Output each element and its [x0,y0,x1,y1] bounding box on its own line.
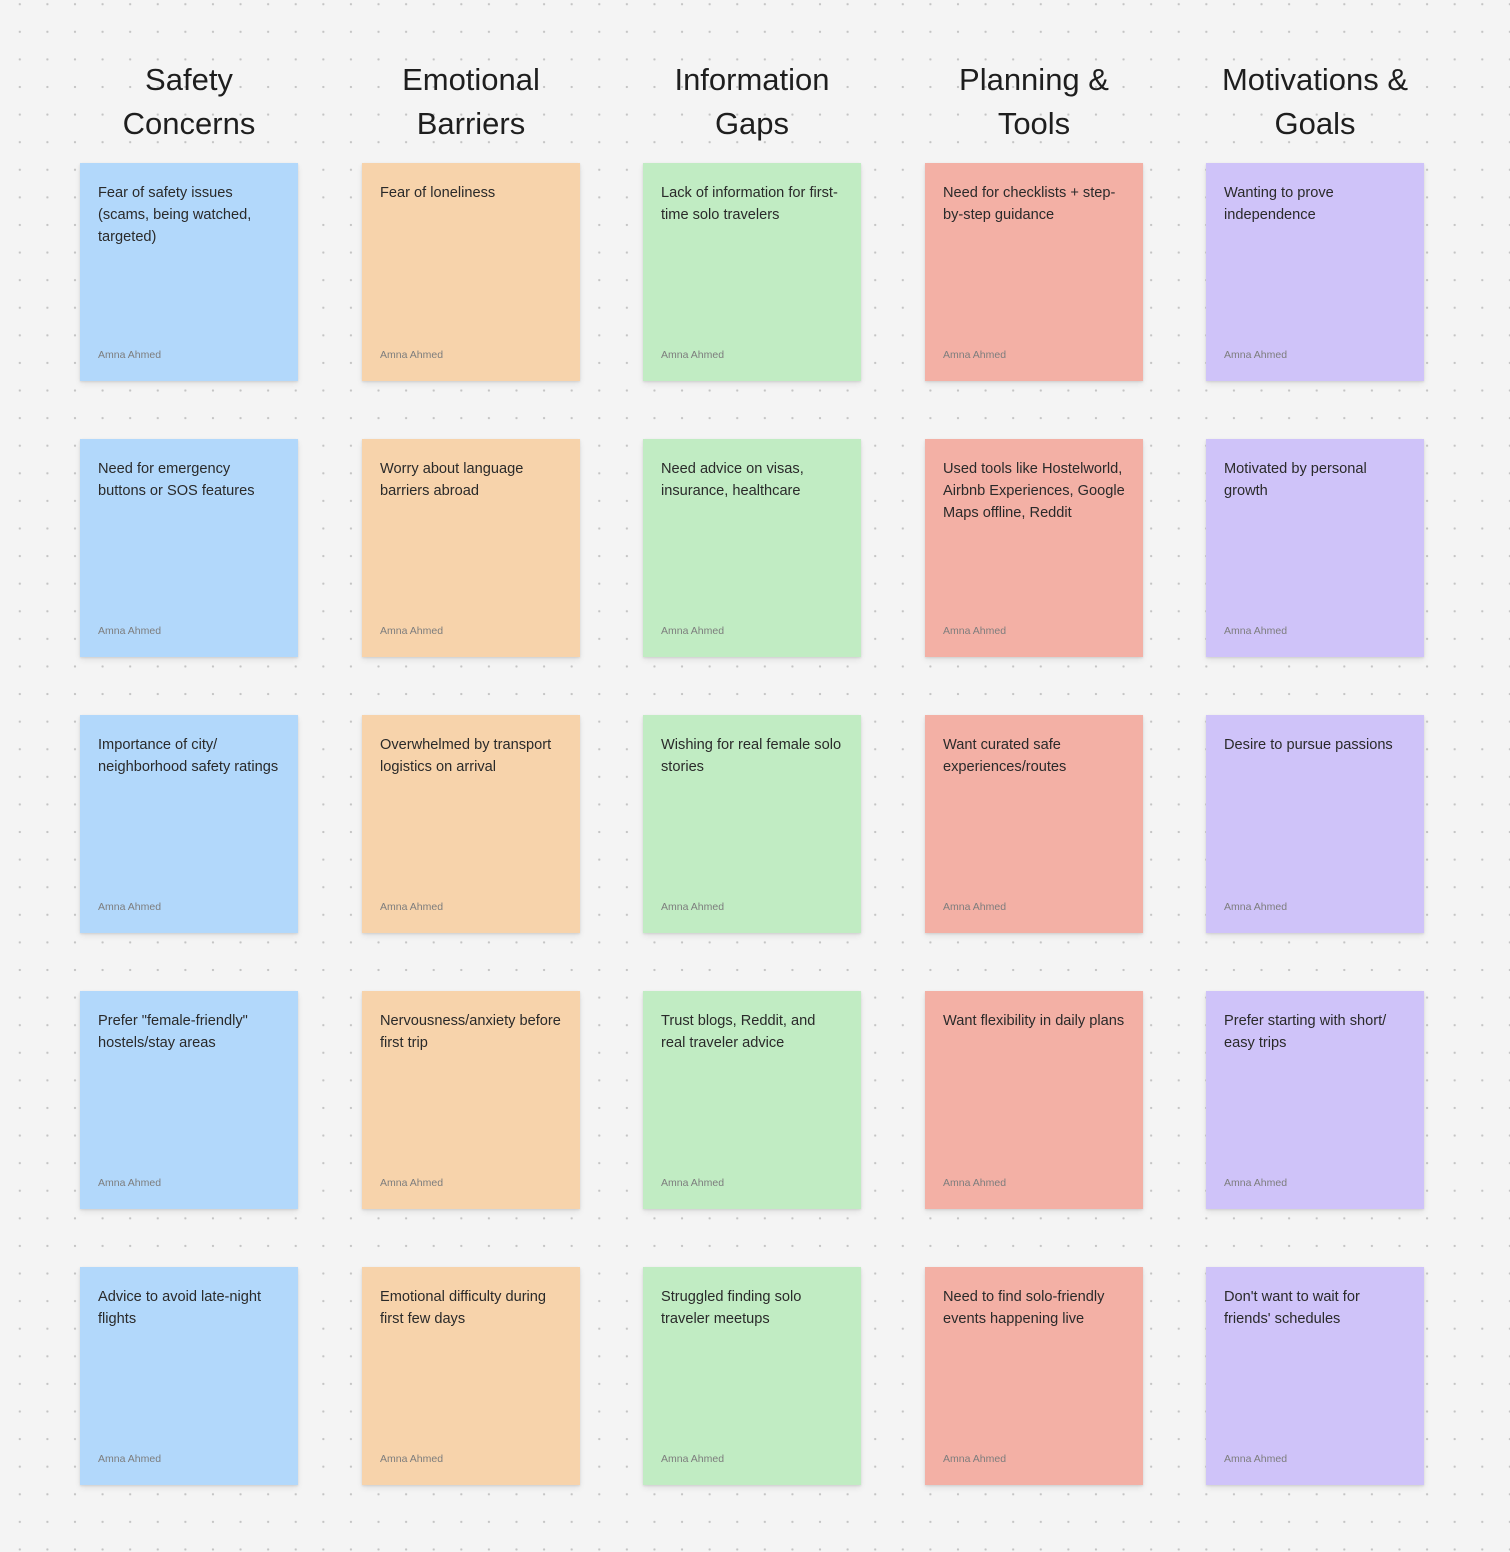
sticky-note-text: Wanting to prove independence [1224,185,1334,223]
sticky-note-author: Amna Ahmed [380,349,444,361]
sticky-note-author: Amna Ahmed [661,901,725,913]
sticky-note-author: Amna Ahmed [380,1453,444,1465]
sticky-note-text: Emotional difficulty during first few da… [380,1289,547,1327]
sticky-note[interactable]: Nervousness/anxiety before first trip Amn… [362,991,580,1209]
sticky-note-text: Need for emergency buttons or SOS featur… [98,461,255,499]
sticky-note-author: Amna Ahmed [98,1453,162,1465]
sticky-note-text: Overwhelmed by transport logistics on ar… [380,737,552,775]
sticky-note-text: Lack of information for first-time solo … [661,185,838,223]
sticky-note-text: Struggled finding solo traveler meetups [661,1289,802,1327]
sticky-note-author: Amna Ahmed [943,625,1007,637]
sticky-note-author: Amna Ahmed [661,1453,725,1465]
sticky-note[interactable]: Fear of safety issues (scams, being watc… [80,163,298,381]
sticky-note-text: Wishing for real female solo stories [661,737,842,775]
sticky-note-text: Trust blogs, Reddit, and real traveler a… [661,1013,816,1051]
sticky-note[interactable]: Want flexibility in daily plans Amna Ahme… [925,991,1143,1209]
sticky-note[interactable]: Worry about language barriers abroad Amna… [362,439,580,657]
sticky-note-author: Amna Ahmed [1224,349,1288,361]
sticky-note-text: Used tools like Hostelworld, Airbnb Expe… [943,461,1125,521]
sticky-note-author: Amna Ahmed [1224,625,1288,637]
column-title[interactable]: Emotional Barriers [402,62,540,141]
sticky-note-text: Motivated by personal growth [1224,461,1367,499]
sticky-note[interactable]: Want curated safe experiences/routes Amna… [925,715,1143,933]
sticky-note-text: Prefer starting with short/ easy trips [1224,1013,1387,1051]
column-title[interactable]: Motivations & Goals [1221,62,1409,141]
sticky-note[interactable]: Don't want to wait for friends' schedule… [1206,1267,1424,1485]
sticky-note-author: Amna Ahmed [943,1177,1007,1189]
sticky-note-author: Amna Ahmed [1224,1177,1288,1189]
sticky-note-author: Amna Ahmed [98,901,162,913]
sticky-note[interactable]: Wishing for real female solo stories Amna… [643,715,861,933]
sticky-note-text: Fear of safety issues (scams, being watc… [98,185,252,245]
sticky-note-text: Need for checklists + step-by-step guida… [943,185,1116,223]
sticky-note-text: Worry about language barriers abroad [380,461,524,499]
sticky-note-text: Want flexibility in daily plans [943,1013,1125,1029]
sticky-note-author: Amna Ahmed [661,625,725,637]
sticky-note[interactable]: Need for checklists + step-by-step guida… [925,163,1143,381]
sticky-note[interactable]: Prefer starting with short/ easy trips Am… [1206,991,1424,1209]
sticky-note-text: Importance of city/ neighborhood safety … [98,737,279,775]
sticky-note[interactable]: Need advice on visas, insurance, healthc… [643,439,861,657]
sticky-note-author: Amna Ahmed [1224,1453,1288,1465]
sticky-note-text: Nervousness/anxiety before first trip [380,1013,561,1051]
sticky-note-text: Want curated safe experiences/routes [943,737,1067,775]
sticky-note-text: Advice to avoid late-night flights [98,1289,262,1327]
sticky-note-author: Amna Ahmed [943,1453,1007,1465]
sticky-note[interactable]: Struggled finding solo traveler meetups A… [643,1267,861,1485]
sticky-note-author: Amna Ahmed [661,349,725,361]
sticky-note-author: Amna Ahmed [1224,901,1288,913]
sticky-note-text: Prefer "female-friendly" hostels/stay ar… [98,1013,248,1051]
sticky-note[interactable]: Overwhelmed by transport logistics on ar… [362,715,580,933]
sticky-note-author: Amna Ahmed [98,625,162,637]
column-title[interactable]: Planning & Tools [959,62,1109,141]
sticky-note-author: Amna Ahmed [98,1177,162,1189]
sticky-note[interactable]: Motivated by personal growth Amna Ahmed [1206,439,1424,657]
sticky-note-author: Amna Ahmed [661,1177,725,1189]
sticky-note-text: Desire to pursue passions [1224,737,1393,753]
sticky-note[interactable]: Need to find solo-friendly events happen… [925,1267,1143,1485]
sticky-note[interactable]: Desire to pursue passions Amna Ahmed [1206,715,1424,933]
sticky-note-author: Amna Ahmed [943,901,1007,913]
sticky-note[interactable]: Wanting to prove independence Amna Ahmed [1206,163,1424,381]
sticky-note-author: Amna Ahmed [943,349,1007,361]
sticky-note[interactable]: Used tools like Hostelworld, Airbnb Expe… [925,439,1143,657]
sticky-note-text: Don't want to wait for friends' schedule… [1224,1289,1360,1327]
column-title[interactable]: Information Gaps [674,62,830,141]
sticky-note[interactable]: Fear of loneliness Amna Ahmed [362,163,580,381]
sticky-note-author: Amna Ahmed [380,901,444,913]
column-title[interactable]: Safety Concerns [122,62,256,141]
sticky-note[interactable]: Importance of city/ neighborhood safety … [80,715,298,933]
sticky-note[interactable]: Trust blogs, Reddit, and real traveler a… [643,991,861,1209]
sticky-note[interactable]: Lack of information for first-time solo … [643,163,861,381]
sticky-note-author: Amna Ahmed [380,625,444,637]
sticky-note-text: Need to find solo-friendly events happen… [943,1289,1105,1327]
sticky-note-author: Amna Ahmed [98,349,162,361]
sticky-note-text: Need advice on visas, insurance, healthc… [661,461,804,499]
sticky-note[interactable]: Prefer "female-friendly" hostels/stay ar… [80,991,298,1209]
sticky-note[interactable]: Emotional difficulty during first few da… [362,1267,580,1485]
sticky-note-text: Fear of loneliness [380,185,496,201]
sticky-note[interactable]: Advice to avoid late-night flights Amna A… [80,1267,298,1485]
sticky-note[interactable]: Need for emergency buttons or SOS featur… [80,439,298,657]
sticky-note-author: Amna Ahmed [380,1177,444,1189]
